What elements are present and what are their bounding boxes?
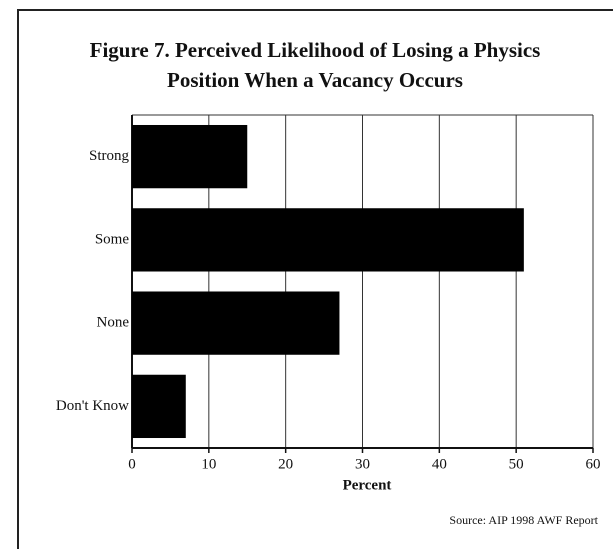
chart-title: Position When a Vacancy Occurs [167, 68, 463, 92]
bar [132, 124, 248, 189]
source-note: Source: AIP 1998 AWF Report [449, 513, 598, 527]
bar [132, 208, 524, 272]
x-tick-label: 0 [128, 456, 136, 472]
x-tick-label: 30 [355, 456, 370, 472]
y-tick-label: Some [95, 231, 130, 247]
x-tick-label: 20 [278, 456, 293, 472]
bar [132, 374, 186, 439]
x-tick-label: 50 [509, 456, 524, 472]
x-tick-label: 60 [586, 456, 601, 472]
x-tick-label: 10 [201, 456, 216, 472]
chart-title: Figure 7. Perceived Likelihood of Losing… [90, 38, 541, 62]
x-tick-label: 40 [432, 456, 447, 472]
bar [132, 291, 340, 355]
x-axis-label: Percent [343, 477, 392, 493]
y-tick-label: None [97, 315, 130, 331]
y-tick-label: Don't Know [56, 398, 129, 414]
frame [17, 9, 613, 549]
y-tick-label: Strong [89, 148, 130, 164]
